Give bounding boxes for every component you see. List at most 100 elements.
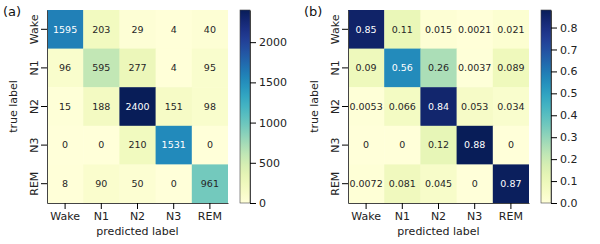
y-tick: N1 [28, 60, 47, 75]
colorbar-tick-mark [551, 159, 557, 160]
cell [119, 10, 156, 49]
colorbar-tick-mark [250, 163, 256, 164]
colorbar-tick-mark [250, 203, 256, 204]
y-axis-title: true label [308, 80, 321, 133]
cell-label: 151 [165, 101, 183, 112]
cell [156, 87, 193, 126]
cell-label: 96 [59, 62, 71, 73]
y-tick-mark [342, 106, 348, 107]
cell-label: 98 [204, 101, 216, 112]
x-tick: N1 [94, 203, 109, 223]
y-tick-mark [41, 106, 47, 107]
x-tick-mark [438, 203, 439, 209]
y-tick: N2 [28, 99, 47, 114]
cell-label: 277 [128, 62, 146, 73]
cell [192, 87, 228, 126]
y-tick: REM [28, 172, 47, 196]
cell-label: 0.045 [425, 178, 452, 189]
panel: 0.850.110.0150.00210.0210.090.560.260.00… [308, 10, 578, 238]
x-tick-label: N3 [166, 210, 181, 223]
cell [156, 126, 193, 165]
colorbar-tick-mark [551, 181, 557, 182]
colorbar-tick-mark [551, 203, 557, 204]
cell [420, 126, 457, 165]
cell-label: 0 [508, 139, 514, 150]
cell [83, 10, 120, 49]
x-tick: N2 [130, 203, 145, 223]
colorbar-tick: 1000 [250, 117, 287, 130]
colorbar-axis-line [250, 11, 251, 204]
y-tick: N2 [329, 99, 348, 114]
colorbar-tick: 2000 [250, 36, 287, 49]
x-tick-label: Wake [50, 210, 80, 223]
colorbar-tick-label: 1500 [259, 76, 287, 89]
cell [47, 49, 84, 88]
colorbar-tick: 0.7 [551, 43, 578, 56]
y-tick-label: N2 [28, 99, 41, 114]
cell [83, 126, 120, 165]
y-tick-mark [41, 67, 47, 68]
y-tick-label: N1 [28, 60, 41, 75]
cell-label: 0.0072 [349, 178, 382, 189]
cell [47, 164, 84, 203]
cell [493, 164, 529, 203]
cell [384, 126, 421, 165]
colorbar-tick: 0.1 [551, 175, 578, 188]
colorbar-gradient [240, 10, 250, 203]
cell [420, 164, 457, 203]
y-tick: N3 [329, 137, 348, 152]
y-tick: REM [329, 172, 348, 196]
cell [192, 126, 228, 165]
panel-title: (b) [304, 4, 322, 19]
x-tick: N3 [467, 203, 482, 223]
x-tick-mark [366, 203, 367, 209]
x-tick-mark [510, 203, 511, 209]
cell-label: 0.0053 [349, 101, 382, 112]
cell-labels: 0.850.110.0150.00210.0210.090.560.260.00… [349, 24, 524, 189]
cell [156, 49, 193, 88]
cell [457, 164, 494, 203]
colorbar-tick: 0.0 [551, 197, 578, 210]
cell [348, 87, 385, 126]
cell-label: 0.09 [356, 62, 377, 73]
cell [83, 164, 120, 203]
cell-label: 0 [98, 139, 104, 150]
y-axis: WakeN1N2N3REM [28, 11, 48, 204]
colorbar-tick-label: 500 [259, 157, 280, 170]
colorbar-tick-label: 0.6 [560, 65, 578, 78]
colorbar-tick-mark [551, 71, 557, 72]
cell [119, 126, 156, 165]
y-tick-mark [342, 145, 348, 146]
cell-label: 0 [472, 178, 478, 189]
cell-label: 0.034 [497, 101, 524, 112]
cell [384, 164, 421, 203]
cell-label: 188 [92, 101, 110, 112]
cell-label: 0.11 [392, 24, 413, 35]
y-tick-mark [41, 29, 47, 30]
x-tick: N3 [166, 203, 181, 223]
colorbar-tick: 1500 [250, 76, 287, 89]
cell-label: 595 [92, 62, 110, 73]
y-tick-mark [41, 145, 47, 146]
cell [119, 164, 156, 203]
cell-label: 0.87 [500, 178, 521, 189]
cell-label: 0.26 [428, 62, 449, 73]
cell-label: 0.84 [428, 101, 449, 112]
cell [493, 10, 529, 49]
y-tick: Wake [329, 14, 348, 44]
cell-label: 90 [95, 178, 107, 189]
x-tick: N2 [431, 203, 446, 223]
y-tick: N3 [28, 137, 47, 152]
colorbar-tick: 0.2 [551, 153, 578, 166]
colorbar-tick: 0.4 [551, 109, 578, 122]
y-tick: N1 [329, 60, 348, 75]
colorbar-tick: 500 [250, 157, 280, 170]
cell [348, 164, 385, 203]
cell [192, 49, 228, 88]
cell-label: 0.56 [392, 62, 413, 73]
cell [156, 10, 193, 49]
x-axis: WakeN1N2N3REM [349, 203, 530, 223]
cell [348, 126, 385, 165]
cell [457, 49, 494, 88]
cells [47, 10, 228, 203]
